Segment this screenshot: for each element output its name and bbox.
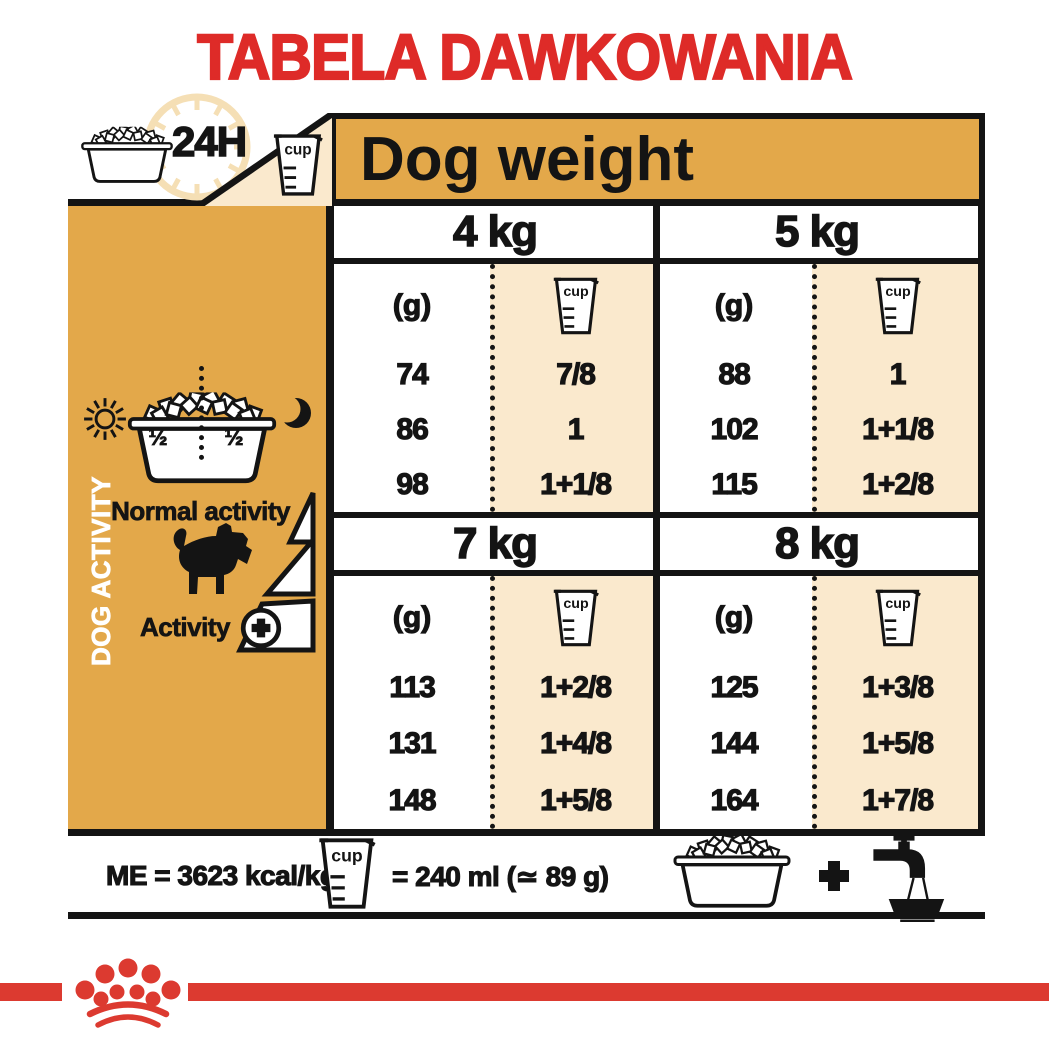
cups-value: 1+1/8 [862, 412, 935, 446]
grams-unit-label: (g) [392, 288, 432, 322]
cups-value: 1+1/8 [540, 467, 613, 501]
dosage-table: 4 kg 5 kg (g) 74 86 98 cup 7/8 [334, 199, 985, 836]
royal-canin-crown-logo [75, 958, 181, 1028]
dog-silhouette-icon [173, 523, 252, 594]
cups-value: 1+5/8 [862, 727, 935, 761]
plus-icon [819, 861, 849, 891]
svg-text:cup: cup [284, 141, 311, 158]
bowl-half-left-label: ½ [148, 424, 168, 451]
weight-header-7kg: 7 kg [452, 518, 539, 569]
svg-text:cup: cup [885, 596, 911, 612]
sun-icon [84, 398, 126, 440]
legend-row: ME = 3623 kcal/kg cup = 240 ml (≃ 89 g) [68, 832, 985, 922]
measuring-cup-icon: cup [272, 132, 324, 198]
measuring-cup-icon: cup [316, 837, 378, 910]
bowl-half-right-label: ½ [224, 424, 244, 451]
measuring-cup-icon: cup [552, 276, 600, 336]
grams-value: 148 [388, 783, 437, 817]
grams-value: 113 [389, 671, 437, 705]
kibble-bowl-icon [656, 836, 808, 908]
dosage-body-row: (g) 113 131 148 cup 1+2/8 1+4/8 1+5/8 [334, 576, 978, 829]
dog-activity-panel: ½ ½ DOG ACTIVITY Normal activity Activit… [68, 199, 334, 836]
svg-text:cup: cup [563, 284, 589, 300]
kibble-bowl-icon [80, 126, 174, 184]
grams-unit-label: (g) [714, 600, 754, 634]
moon-icon [273, 395, 311, 428]
center-divider [653, 206, 660, 829]
dog-weight-header: Dog weight [330, 113, 985, 206]
cups-value: 1 [889, 358, 907, 392]
grams-value: 144 [710, 727, 759, 761]
cups-value: 1+3/8 [862, 671, 935, 705]
cups-value: 1+7/8 [862, 783, 935, 817]
cups-value: 1+2/8 [540, 671, 613, 705]
normal-activity-label: Normal activity [111, 496, 291, 527]
cup-equivalence-label: = 240 ml (≃ 89 g) [391, 860, 609, 892]
weight-header-4kg: 4 kg [452, 206, 539, 257]
cups-value: 1+4/8 [540, 727, 613, 761]
cups-value: 7/8 [556, 358, 597, 392]
weight-header-8kg: 8 kg [774, 518, 861, 569]
grams-value: 86 [396, 412, 430, 446]
plus-circle-icon [240, 607, 282, 649]
dosage-body-row: (g) 74 86 98 cup 7/8 1 1+1/8 [334, 264, 978, 512]
svg-text:cup: cup [331, 845, 363, 865]
cups-value: 1 [567, 412, 585, 446]
quadrant-7kg: (g) 113 131 148 cup 1+2/8 1+4/8 1+5/8 [334, 576, 656, 829]
activity-plus-label: Activity [140, 612, 231, 643]
cups-value: 1+2/8 [862, 467, 935, 501]
dog-weight-label: Dog weight [360, 125, 695, 194]
bowl-split-dotted-line [199, 366, 204, 460]
grams-value: 125 [710, 671, 759, 705]
cups-value: 1+5/8 [540, 783, 613, 817]
grams-unit-label: (g) [392, 600, 432, 634]
quadrant-8kg: (g) 125 144 164 cup 1+3/8 1+5/8 1+7/8 [656, 576, 978, 829]
grams-value: 88 [718, 358, 752, 392]
svg-text:cup: cup [563, 596, 589, 612]
me-energy-label: ME = 3623 kcal/kg [105, 859, 337, 891]
grams-value: 115 [711, 467, 759, 501]
grams-value: 98 [396, 467, 430, 501]
weight-header-5kg: 5 kg [774, 206, 861, 257]
page-title: TABELA DAWKOWANIA [196, 20, 854, 94]
svg-text:cup: cup [885, 284, 911, 300]
grams-value: 74 [396, 358, 430, 392]
grams-value: 102 [710, 412, 759, 446]
grams-unit-label: (g) [714, 288, 754, 322]
quadrant-5kg: (g) 88 102 115 cup 1 1+1/8 1+2/8 [656, 264, 978, 512]
measuring-cup-icon: cup [874, 276, 922, 336]
quadrant-4kg: (g) 74 86 98 cup 7/8 1 1+1/8 [334, 264, 656, 512]
water-tap-icon [873, 832, 945, 922]
measuring-cup-icon: cup [874, 588, 922, 648]
grams-value: 164 [710, 783, 759, 817]
grams-value: 131 [388, 727, 437, 761]
measuring-cup-icon: cup [552, 588, 600, 648]
24h-label: 24H [171, 117, 248, 166]
